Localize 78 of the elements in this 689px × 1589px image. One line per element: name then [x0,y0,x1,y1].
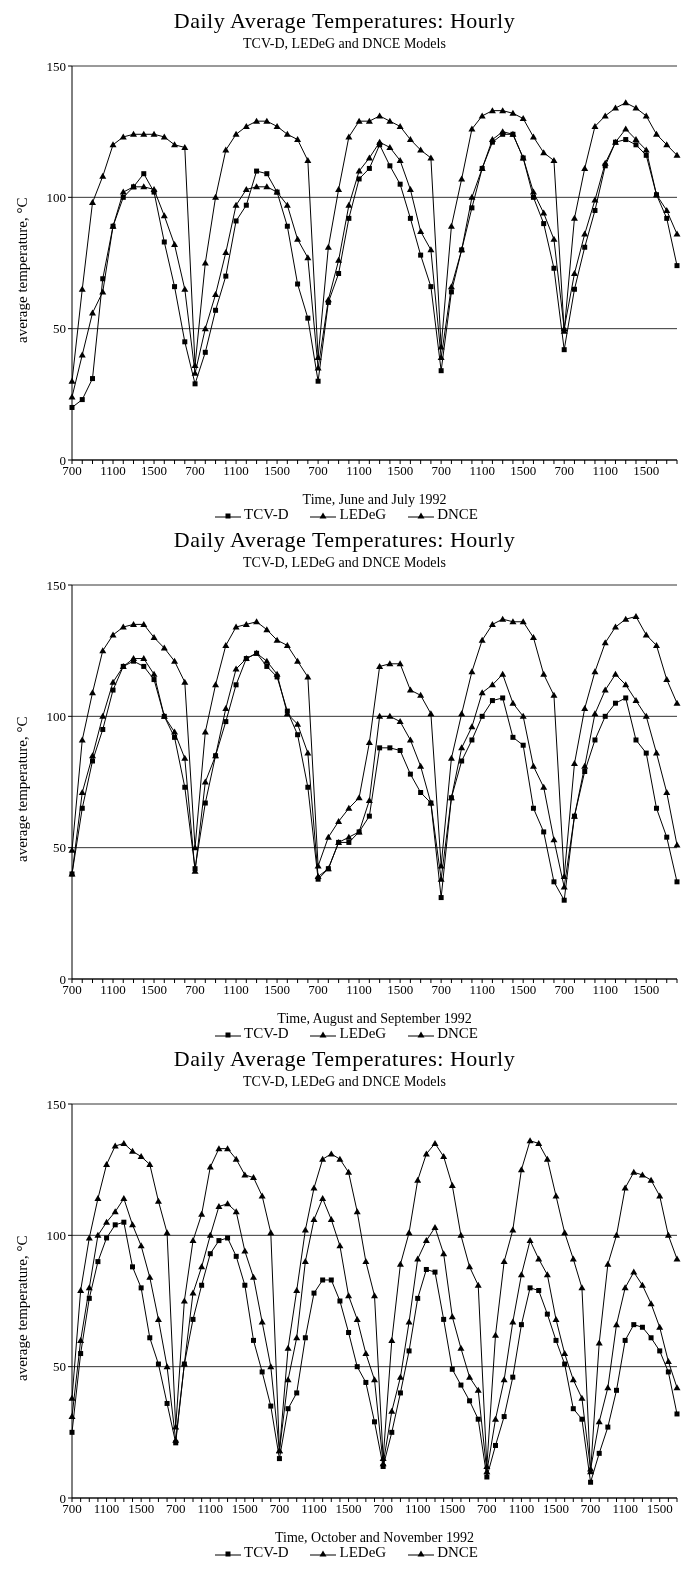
x-tick-label: 700 [308,982,328,998]
x-tick-label: 1500 [335,1501,362,1517]
chart-title: Daily Average Temperatures: Hourly [172,8,517,34]
x-tick-label: 1500 [141,982,168,998]
x-tick-label: 700 [373,1501,393,1517]
x-tick-label: 1500 [231,1501,258,1517]
x-tick-label: 1100 [469,463,495,479]
x-tick-label: 1100 [197,1501,224,1517]
x-tick-label: 700 [269,1501,290,1517]
x-tick-label: 1100 [93,1501,120,1517]
legend-label: DNCE [437,1544,478,1561]
x-tick-label: 1100 [346,463,372,479]
x-tick-label: 1500 [543,1501,569,1517]
x-tick-label: 700 [431,463,451,479]
legend-label: LEDeG [339,1544,387,1561]
x-tick-label: 1100 [404,1501,431,1517]
x-tick-label: 700 [477,1501,497,1517]
y-axis-title: average temperature, °C [14,716,31,862]
x-tick-label: 1500 [510,982,537,998]
y-tick-label: 150 [46,577,66,593]
legend-label: LEDeG [339,1025,387,1042]
x-tick-label: 700 [165,1501,186,1517]
chart-title: Daily Average Temperatures: Hourly [172,1046,517,1072]
y-axis-title: average temperature, °C [14,197,31,343]
y-tick-label: 100 [46,708,66,724]
x-tick-label: 1500 [633,463,660,479]
chart-subtitle: TCV-D, LEDeG and DNCE Models [242,36,447,52]
x-tick-label: 1500 [646,1501,673,1517]
x-tick-label: 1100 [301,1501,327,1517]
x-tick-label: 1500 [264,982,291,998]
y-tick-label: 0 [59,452,66,468]
x-tick-label: 1100 [346,982,372,998]
x-tick-label: 700 [431,982,451,998]
x-tick-label: 1100 [100,982,126,998]
x-tick-label: 700 [554,463,574,479]
chart-subtitle: TCV-D, LEDeG and DNCE Models [242,1074,447,1090]
x-tick-label: 1100 [508,1501,535,1517]
x-tick-label: 1500 [264,463,291,479]
x-tick-label: 1100 [592,982,618,998]
legend-label: LEDeG [339,506,387,523]
x-tick-label: 700 [580,1501,601,1517]
x-axis-title: Time, August and September 1992 [277,1011,472,1026]
legend-label: DNCE [437,1025,478,1042]
legend-label: DNCE [437,506,478,523]
y-tick-label: 50 [53,321,66,337]
x-axis-title: Time, June and July 1992 [302,492,447,507]
x-tick-label: 1500 [128,1501,155,1517]
x-tick-label: 700 [185,982,205,998]
x-tick-label: 1500 [439,1501,466,1517]
x-tick-label: 1500 [387,463,414,479]
legend-label: TCV-D [244,506,289,523]
y-tick-label: 150 [46,1096,66,1112]
x-tick-label: 1100 [612,1501,638,1517]
y-axis-title: average temperature, °C [14,1235,31,1381]
x-tick-label: 700 [554,982,574,998]
x-axis-title: Time, October and November 1992 [275,1530,474,1545]
y-tick-label: 150 [46,58,66,74]
y-tick-label: 50 [53,840,66,856]
legend-label: TCV-D [244,1544,289,1561]
chart-subtitle: TCV-D, LEDeG and DNCE Models [242,555,447,571]
x-tick-label: 1500 [633,982,660,998]
x-tick-label: 700 [308,463,328,479]
x-tick-label: 1500 [510,463,537,479]
y-tick-label: 100 [46,189,66,205]
y-tick-label: 100 [46,1227,66,1243]
x-tick-label: 1100 [100,463,126,479]
x-tick-label: 1100 [469,982,495,998]
y-tick-label: 50 [53,1359,66,1375]
x-tick-label: 1100 [223,982,249,998]
x-tick-label: 1100 [223,463,249,479]
chart-title: Daily Average Temperatures: Hourly [172,527,517,553]
y-tick-label: 0 [59,1490,66,1506]
legend-label: TCV-D [244,1025,289,1042]
y-tick-label: 0 [59,971,66,987]
x-tick-label: 700 [185,463,205,479]
x-tick-label: 1500 [387,982,414,998]
x-tick-label: 1100 [592,463,618,479]
x-tick-label: 1500 [141,463,168,479]
